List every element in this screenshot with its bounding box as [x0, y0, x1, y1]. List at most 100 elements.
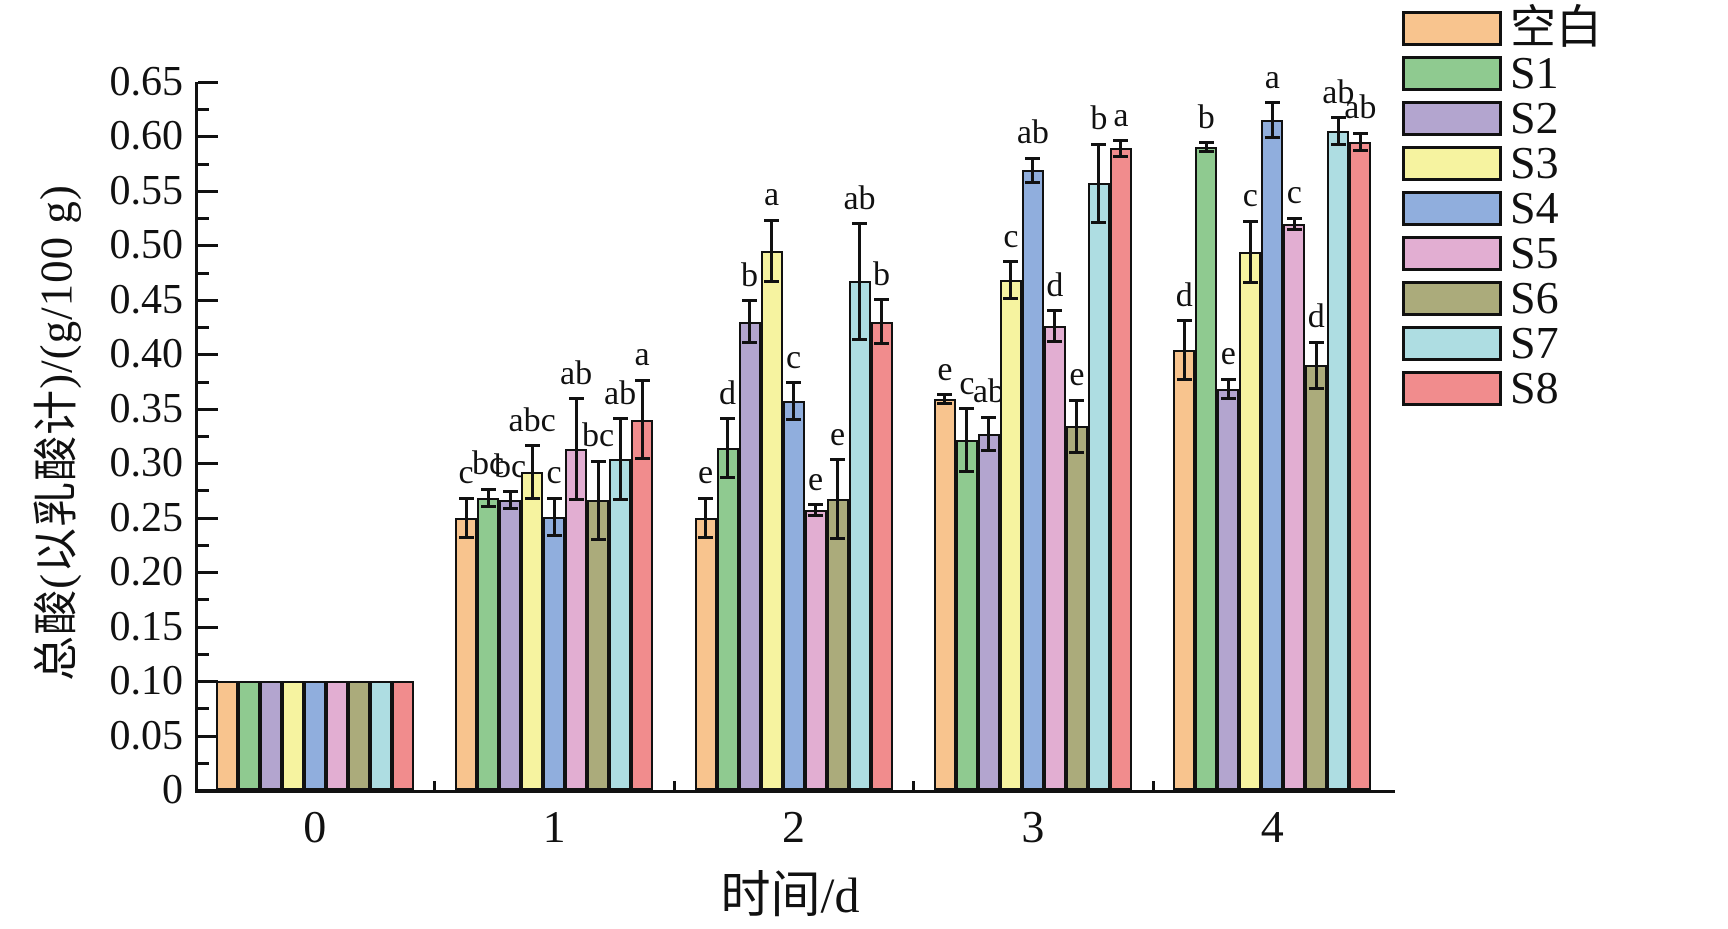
significance-letter: a — [763, 176, 780, 214]
bar-S7-t0 — [369, 681, 392, 790]
error-bar-cap-top — [1069, 398, 1085, 402]
error-bar-cap-bottom — [720, 475, 735, 479]
error-bar-cap-bottom — [1025, 180, 1041, 184]
error-bar — [814, 504, 817, 516]
bar-S3-t1 — [521, 471, 544, 790]
error-bar — [1358, 133, 1362, 151]
error-bar-cap-top — [698, 496, 713, 500]
significance-letter: d — [1307, 298, 1325, 336]
y-minor-tick — [198, 217, 209, 221]
error-bar-cap-bottom — [786, 418, 801, 422]
y-major-tick — [198, 516, 218, 520]
significance-letter: e — [937, 350, 953, 388]
error-bar — [1314, 342, 1318, 389]
error-bar-cap-bottom — [698, 535, 713, 539]
error-bar-cap-top — [1308, 340, 1324, 344]
legend-swatch — [1402, 145, 1502, 181]
error-bar-cap-top — [981, 415, 997, 419]
x-axis-tick-label: 3 — [1021, 801, 1045, 852]
y-major-tick — [198, 680, 218, 684]
y-axis-title: 总酸(以乳酸计)/(g/100 g) — [31, 184, 82, 681]
error-bar-cap-top — [1352, 131, 1368, 135]
bar-S1-t2 — [716, 447, 739, 790]
x-minor-tick — [912, 781, 916, 790]
significance-letter: c — [959, 364, 975, 402]
error-bar — [880, 299, 883, 344]
y-minor-tick — [198, 543, 209, 547]
y-minor-tick — [198, 108, 209, 112]
error-bar-cap-bottom — [1264, 136, 1280, 140]
significance-letter: d — [1175, 276, 1193, 314]
legend-item-S2: S2 — [1402, 95, 1602, 141]
error-bar — [1053, 310, 1057, 342]
y-axis-tick-label: 0.45 — [109, 276, 184, 323]
legend-item-S1: S1 — [1402, 50, 1602, 96]
y-minor-tick — [198, 380, 209, 384]
error-bar-cap-top — [852, 222, 867, 226]
bar-S6-t3 — [1065, 426, 1088, 790]
y-axis-tick-label: 0.50 — [109, 222, 184, 269]
error-bar-cap-bottom — [1308, 386, 1324, 390]
error-bar — [1292, 218, 1296, 230]
error-bar-cap-bottom — [937, 401, 953, 405]
legend-label: S5 — [1510, 227, 1559, 278]
x-axis-tick-label: 4 — [1260, 801, 1284, 852]
error-bar — [1270, 102, 1274, 138]
x-axis-tick-label: 0 — [303, 801, 327, 852]
error-bar-cap-bottom — [1352, 149, 1368, 153]
significance-letter: abc — [508, 401, 556, 439]
bar-S1-t1 — [477, 498, 500, 790]
error-bar — [987, 417, 991, 451]
bar-S7-t1 — [609, 458, 632, 790]
error-bar — [508, 491, 512, 509]
y-major-tick — [198, 789, 218, 792]
legend-label: S4 — [1510, 182, 1559, 233]
bar-S3-t4 — [1239, 251, 1262, 790]
bar-S2-t0 — [259, 681, 282, 790]
error-bar-cap-bottom — [1069, 450, 1085, 454]
bar-S4-t2 — [782, 401, 805, 790]
error-bar-cap-bottom — [1242, 280, 1258, 284]
bar-空白-t4 — [1173, 349, 1196, 790]
error-bar — [596, 461, 600, 540]
bar-S1-t0 — [237, 681, 260, 790]
significance-letter: bc — [472, 445, 505, 483]
significance-letter: e — [829, 415, 846, 453]
bar-S4-t4 — [1261, 120, 1284, 790]
error-bar-cap-bottom — [612, 497, 628, 501]
error-bar-cap-bottom — [1113, 154, 1129, 158]
bar-空白-t1 — [455, 517, 478, 790]
error-bar-cap-bottom — [634, 457, 650, 461]
error-bar-cap-top — [764, 218, 779, 222]
error-bar-cap-top — [546, 496, 562, 500]
y-axis-tick-label: 0.40 — [109, 331, 184, 378]
y-major-tick — [198, 734, 218, 738]
error-bar-cap-bottom — [1091, 221, 1107, 224]
error-bar-cap-bottom — [458, 535, 474, 539]
x-axis-tick-label: 2 — [782, 801, 805, 852]
error-bar-cap-bottom — [852, 337, 867, 341]
error-bar-cap-top — [830, 458, 845, 462]
error-bar-cap-top — [808, 503, 823, 507]
y-minor-tick — [198, 707, 209, 711]
x-minor-tick — [433, 781, 437, 790]
error-bar — [770, 220, 773, 282]
y-minor-tick — [198, 271, 209, 275]
error-bar — [552, 498, 556, 536]
y-axis-tick-label: 0.10 — [109, 658, 184, 705]
error-bar-cap-bottom — [830, 536, 845, 540]
error-bar-cap-top — [1113, 139, 1129, 143]
error-bar — [1182, 320, 1186, 380]
error-bar — [464, 498, 468, 538]
error-bar-cap-top — [502, 490, 518, 494]
error-bar-cap-bottom — [590, 537, 606, 541]
error-bar — [486, 489, 490, 507]
bar-S4-t3 — [1021, 170, 1044, 790]
bar-S6-t4 — [1305, 365, 1328, 790]
y-minor-tick — [198, 489, 209, 493]
significance-letter: b — [873, 255, 890, 293]
y-axis-tick-label: 0.35 — [109, 385, 184, 432]
error-bar-cap-bottom — [1330, 142, 1346, 146]
significance-letter: ab — [604, 374, 637, 412]
